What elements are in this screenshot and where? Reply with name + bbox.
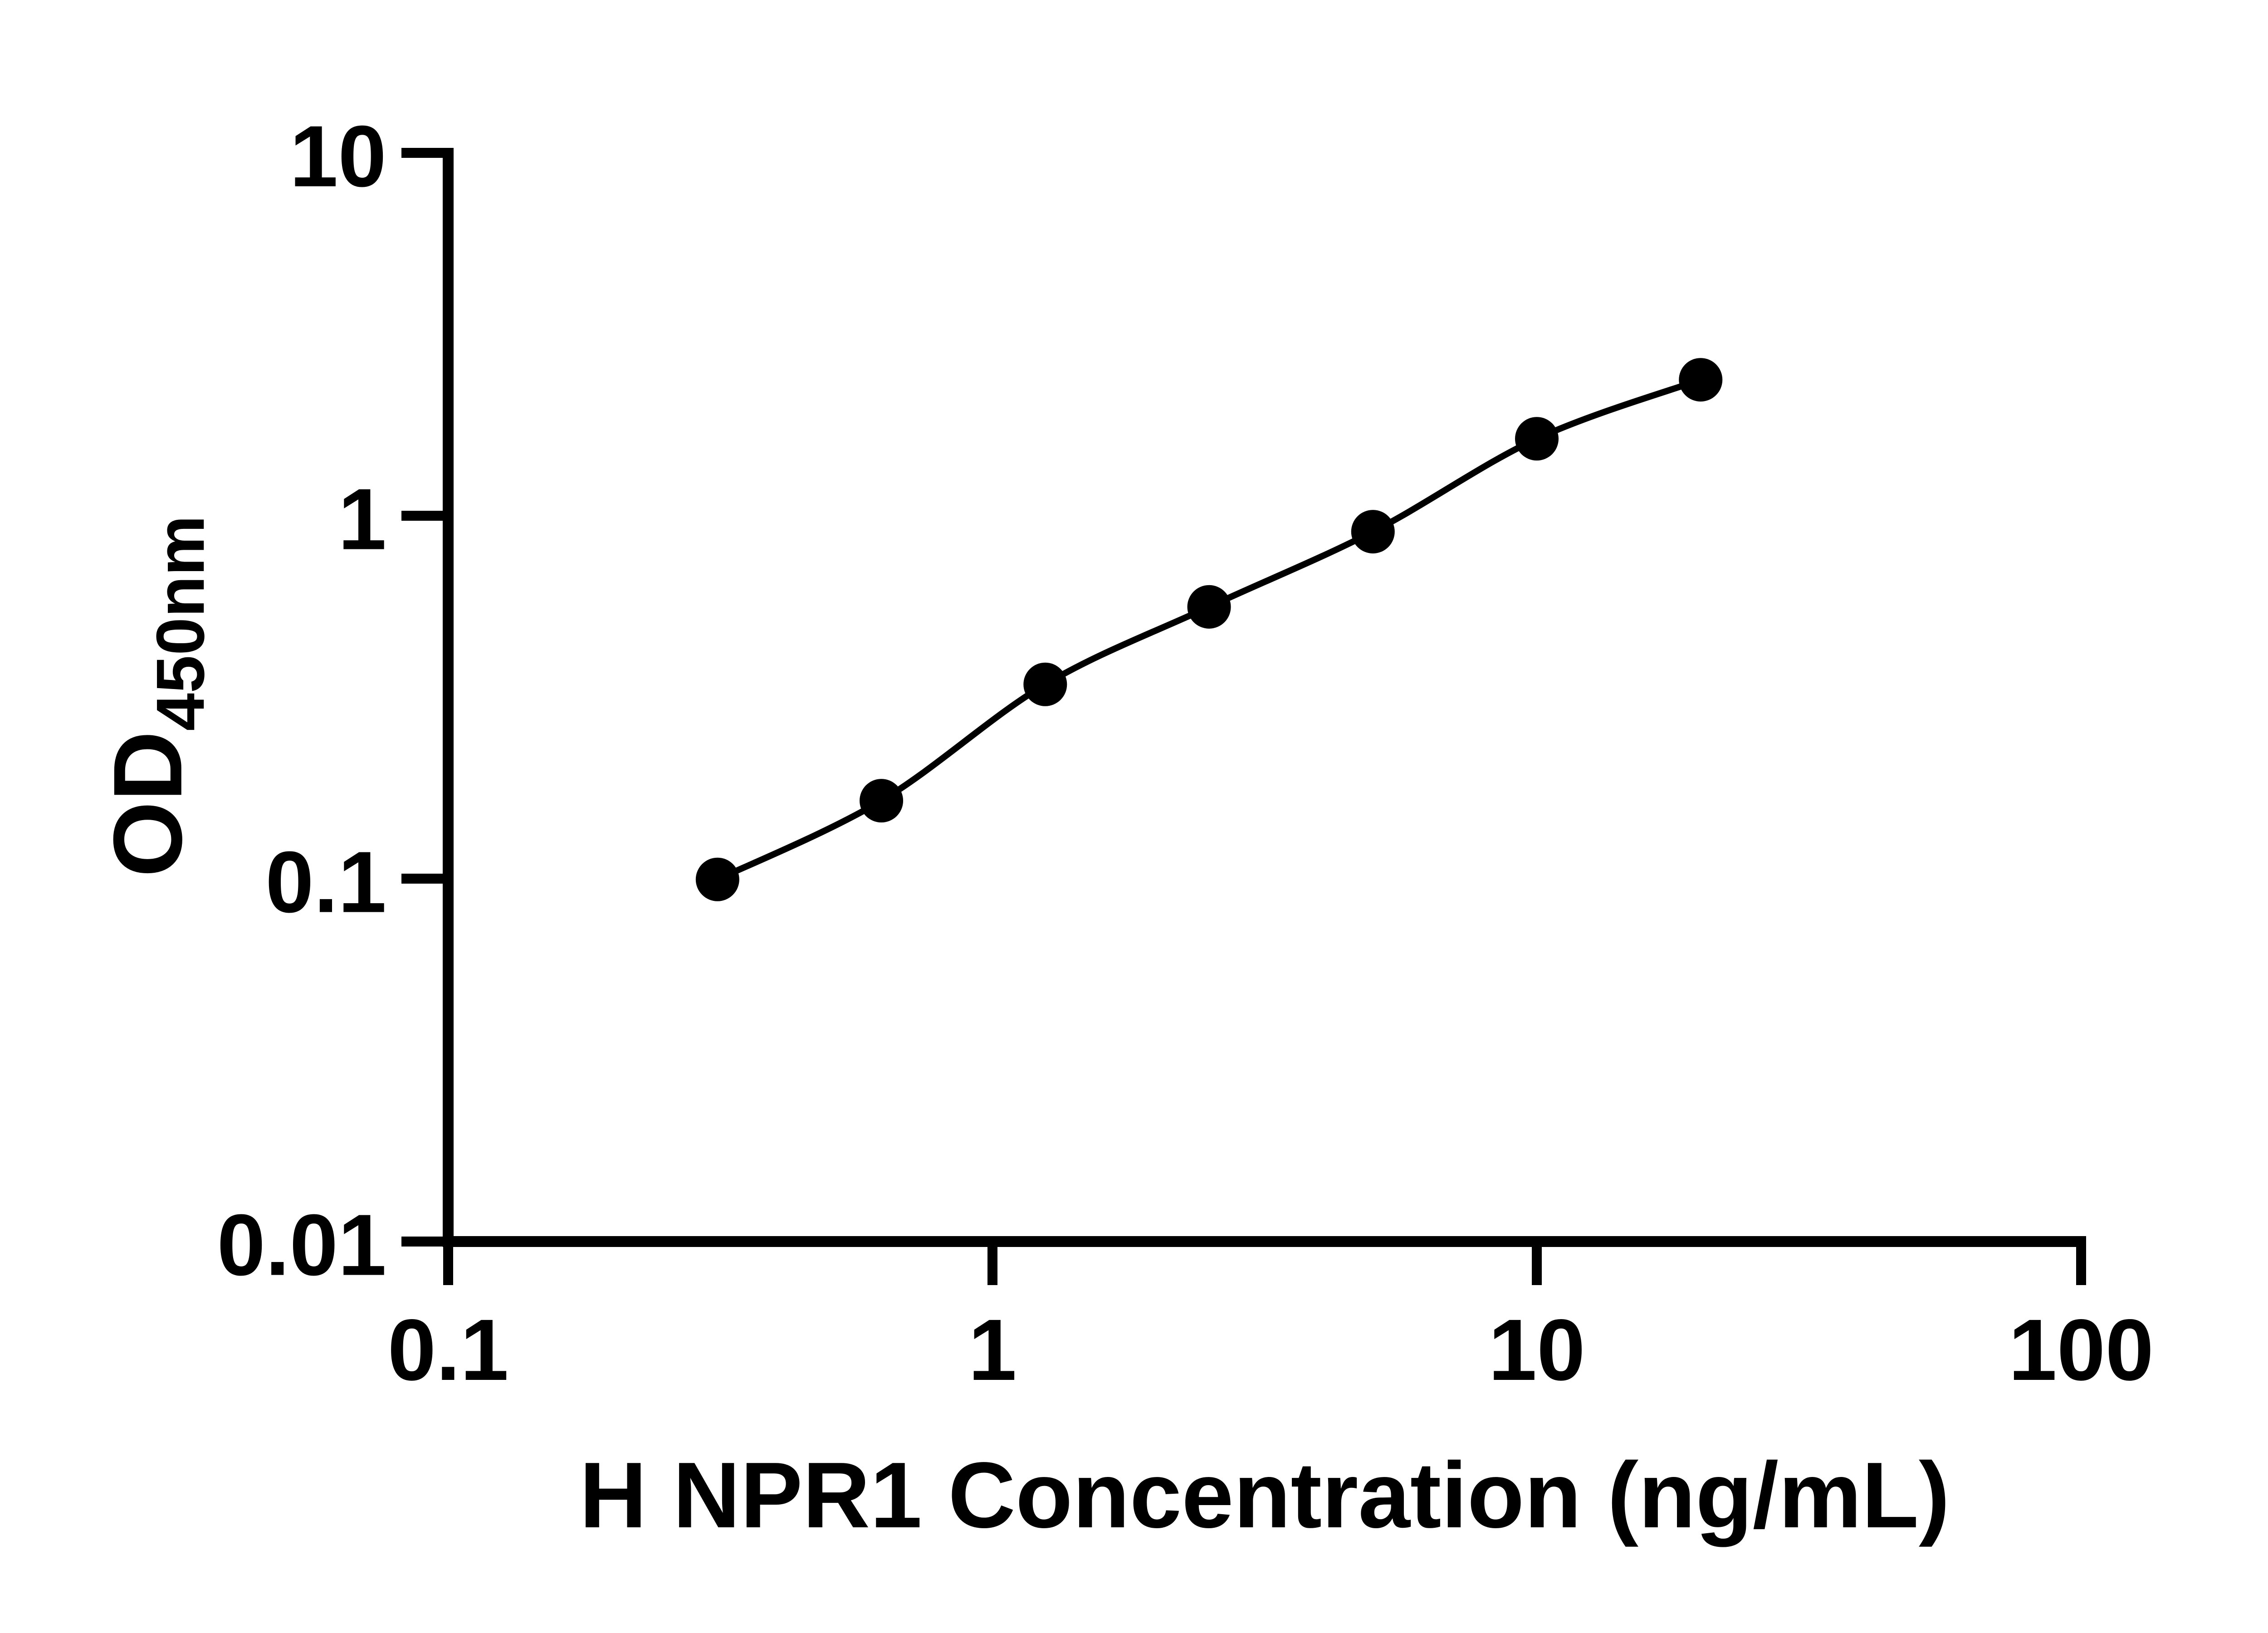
x-tick-0-1 [443,1247,453,1285]
y-tick-0-01 [401,1237,443,1247]
data-point-3 [1023,662,1067,706]
data-point-6 [1515,417,1559,461]
x-axis-title: H NPR1 Concentration (ng/mL) [579,1443,1950,1547]
y-tick-0-1 [401,874,443,884]
y-axis-line [443,148,454,1247]
x-tick-label-0-1: 0.1 [387,1301,509,1398]
y-axis-title-subscript: 450nm [142,515,219,731]
y-axis-title: OD450nm [93,515,219,877]
y-tick-label-0-1: 0.1 [265,833,386,931]
x-tick-10 [1532,1247,1542,1285]
data-point-7 [1679,358,1723,402]
x-tick-label-1: 1 [968,1301,1017,1398]
x-axis-line [443,1236,2086,1247]
data-point-4 [1187,585,1231,629]
y-tick-label-10: 10 [289,107,386,205]
y-axis-title-main: OD [93,731,202,877]
y-tick-label-0-01: 0.01 [217,1196,386,1294]
x-tick-label-10: 10 [1488,1301,1585,1398]
y-tick-label-1: 1 [338,470,386,568]
y-tick-1 [401,511,443,521]
x-tick-1 [987,1247,997,1285]
x-tick-label-100: 100 [2008,1301,2154,1398]
x-tick-100 [2076,1247,2086,1285]
series-layer [695,358,1723,901]
data-point-5 [1351,510,1395,554]
data-point-1 [695,857,739,901]
y-tick-10 [401,148,443,158]
data-point-2 [860,779,904,823]
